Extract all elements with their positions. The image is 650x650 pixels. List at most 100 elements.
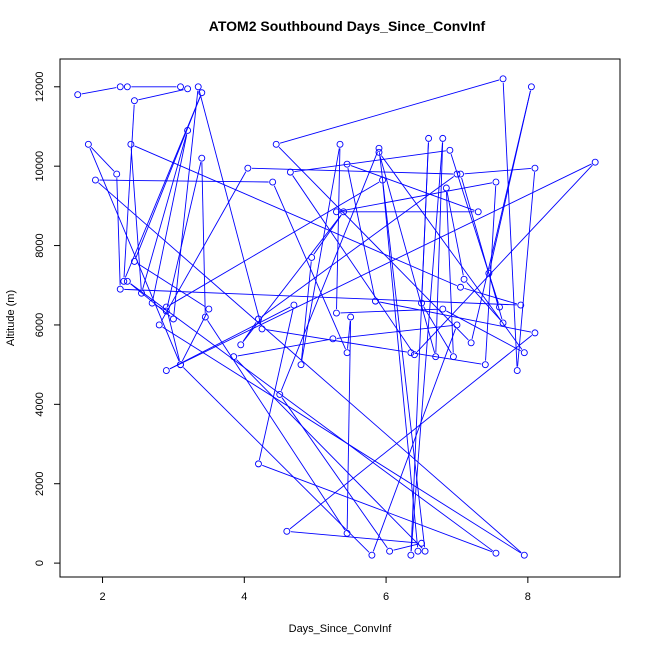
series-segment [99, 179, 269, 183]
data-point [439, 134, 447, 142]
data-point [375, 148, 383, 156]
series-segment [464, 287, 518, 305]
data-point [432, 353, 440, 361]
series-segment [340, 182, 493, 212]
data-point [520, 551, 528, 559]
series-segment [262, 464, 493, 553]
data-point [198, 89, 206, 97]
y-tick-label: 8000 [34, 233, 46, 257]
data-point [375, 144, 383, 152]
data-point [205, 305, 213, 313]
x-tick-label: 8 [525, 591, 531, 603]
data-point [386, 547, 394, 555]
data-point [84, 140, 92, 148]
plot-frame [59, 58, 621, 578]
series-segment [464, 168, 531, 175]
series-segment [380, 155, 523, 350]
data-point [460, 275, 468, 283]
data-point [414, 547, 422, 555]
series-segment [135, 96, 201, 258]
series-segment [201, 162, 206, 314]
series-segment [336, 324, 454, 339]
data-point [74, 91, 82, 99]
data-point [169, 315, 177, 323]
series-segment [166, 310, 180, 361]
data-point [269, 178, 277, 186]
series-segment [485, 186, 497, 361]
x-axis-label: Days_Since_ConvInf [289, 623, 393, 635]
series-segment [130, 148, 142, 290]
series-segment [152, 134, 188, 300]
series-segment [292, 175, 413, 352]
series-segment [130, 283, 171, 317]
data-point [418, 539, 425, 547]
series-segment [278, 146, 469, 341]
data-point [485, 269, 493, 277]
series-segment [273, 185, 346, 350]
series-segment [379, 156, 436, 353]
data-point [155, 321, 163, 329]
data-point [148, 299, 156, 307]
data-point [244, 164, 252, 172]
series-segment [446, 191, 464, 276]
series-segment [382, 184, 419, 548]
data-point [276, 390, 284, 398]
data-point [499, 319, 507, 327]
data-point [407, 349, 415, 357]
series-segment [446, 310, 521, 352]
series-segment [169, 163, 592, 370]
series-segment [237, 339, 330, 357]
data-point [91, 176, 99, 184]
data-point [116, 83, 124, 91]
data-point [130, 257, 138, 265]
data-point [329, 335, 337, 343]
data-point [201, 313, 209, 321]
series-segment [410, 142, 443, 552]
series-segment [142, 134, 187, 290]
x-axis: 2 4 6 8 [99, 576, 531, 603]
series-segment [461, 177, 503, 320]
data-point [198, 154, 206, 162]
data-point [492, 549, 500, 557]
y-tick-label: 10000 [34, 151, 46, 182]
series-segment [258, 308, 294, 461]
series-segment [289, 335, 533, 530]
data-point [333, 208, 340, 216]
data-point [130, 97, 138, 105]
data-point [407, 551, 415, 559]
data-point [123, 83, 131, 91]
series-segment [313, 214, 342, 255]
series-segment [116, 178, 121, 286]
y-tick-label: 4000 [34, 392, 46, 416]
data-point [418, 299, 425, 307]
data-point [425, 134, 433, 142]
data-point [467, 339, 475, 347]
chart-title: ATOM2 Southbound Days_Since_ConvInf [209, 18, 486, 34]
series-segment [378, 152, 426, 548]
y-tick-label: 12000 [34, 71, 46, 102]
data-point [457, 283, 464, 291]
data-point [368, 551, 376, 559]
data-point [120, 277, 128, 285]
data-point [272, 140, 280, 148]
data-point [113, 170, 121, 178]
data-point [286, 168, 294, 176]
series-segment [261, 176, 454, 317]
data-point [297, 361, 305, 369]
data-point [347, 313, 355, 321]
series-segment [173, 90, 199, 316]
y-tick-label: 6000 [34, 313, 46, 337]
series-segment [162, 326, 522, 554]
data-point [513, 367, 521, 375]
y-tick-label: 2000 [34, 471, 46, 495]
data-point [343, 529, 351, 537]
series-segment [90, 146, 115, 172]
series-segment [169, 306, 291, 370]
series-segment [280, 151, 378, 391]
y-tick-label: 0 [34, 560, 46, 566]
data-point [237, 341, 245, 349]
data-point [290, 301, 298, 309]
series-segment [134, 145, 458, 287]
series-segment [336, 148, 341, 310]
